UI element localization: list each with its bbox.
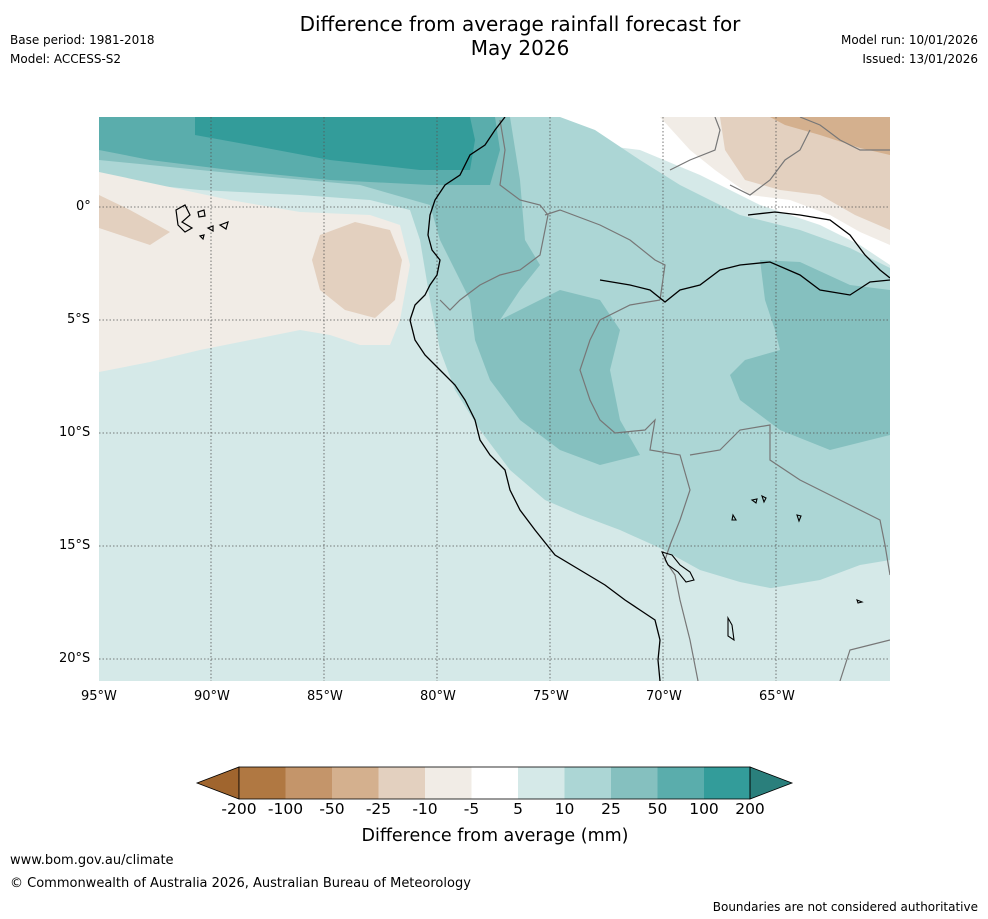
band-dry-ne-25-50 xyxy=(770,117,890,155)
galapagos-islands xyxy=(175,204,229,241)
lon-label-70w: 70°W xyxy=(646,689,682,704)
colorbar-tick: 50 xyxy=(647,800,668,818)
page-title: Difference from average rainfall forecas… xyxy=(0,12,988,60)
colorbar-bin-6 xyxy=(471,767,518,799)
issued-date: Issued: 13/01/2026 xyxy=(862,52,978,66)
band-dry-5-10 xyxy=(99,172,410,372)
colorbar-tick: -50 xyxy=(319,800,345,818)
lat-label-0: 0° xyxy=(76,199,91,214)
lon-label-95w: 95°W xyxy=(81,689,117,704)
colorbar-bin-11 xyxy=(704,767,750,799)
colorbar-low-extend xyxy=(195,766,240,800)
colorbar-tick: 200 xyxy=(735,800,765,818)
lakes xyxy=(660,494,864,642)
model-name: Model: ACCESS-S2 xyxy=(10,52,122,66)
colorbar-bin-5 xyxy=(425,767,472,799)
colorbar-tick: -25 xyxy=(365,800,392,818)
band-100-200-north xyxy=(195,117,475,170)
colorbar-tick: 100 xyxy=(689,800,719,818)
base-period: Base period: 1981-2018 xyxy=(10,33,155,47)
colorbar-tick: -200 xyxy=(221,800,257,818)
footer-disclaimer: Boundaries are not considered authoritat… xyxy=(712,900,978,914)
graticule xyxy=(99,117,890,681)
footer-url[interactable]: www.bom.gov.au/climate xyxy=(10,853,174,868)
lon-label-65w: 65°W xyxy=(759,689,795,704)
colorbar-bin-8 xyxy=(564,767,611,799)
band-dry-ne-10-25 xyxy=(720,117,890,230)
colorbar-bin-9 xyxy=(611,767,658,799)
colorbar-high-extend xyxy=(749,766,794,800)
lon-label-85w: 85°W xyxy=(307,689,343,704)
band-5-10-south xyxy=(700,560,890,660)
colorbar-bin-2 xyxy=(285,767,332,799)
band-25-50-north xyxy=(99,117,640,465)
colorbar-tick: -100 xyxy=(267,800,304,818)
lon-label-75w: 75°W xyxy=(533,689,569,704)
band-dry-10-25-b xyxy=(99,195,170,245)
model-run: Model run: 10/01/2026 xyxy=(840,33,978,47)
colorbar-bin-7 xyxy=(518,767,565,799)
colorbar-tick: -5 xyxy=(463,800,480,818)
colorbar-tick: 10 xyxy=(554,800,575,818)
map-shading xyxy=(99,117,890,681)
lat-label-15s: 15°S xyxy=(59,538,91,553)
colorbar-tick: 25 xyxy=(601,800,621,818)
colorbar-tick: 5 xyxy=(513,800,523,818)
footer-copyright: © Commonwealth of Australia 2026, Austra… xyxy=(10,876,471,891)
coastline xyxy=(409,117,890,681)
lat-label-5s: 5°S xyxy=(67,312,91,327)
lat-label-10s: 10°S xyxy=(59,425,91,440)
colorbar-bin-3 xyxy=(332,767,379,799)
colorbar-bin-4 xyxy=(378,767,425,799)
title-line-1: Difference from average rainfall forecas… xyxy=(299,12,741,36)
colorbar-tick: -10 xyxy=(412,800,438,818)
band-25-50-east xyxy=(730,260,890,450)
lon-label-90w: 90°W xyxy=(194,689,230,704)
band-dry-10-25-a xyxy=(312,222,402,318)
colorbar-bin-10 xyxy=(657,767,704,799)
lat-label-20s: 20°S xyxy=(59,651,91,666)
colorbar-title: Difference from average (mm) xyxy=(361,826,629,846)
lon-label-80w: 80°W xyxy=(420,689,456,704)
colorbar-bin-1 xyxy=(239,767,286,799)
colorbar xyxy=(195,766,794,800)
title-line-2: May 2026 xyxy=(470,36,570,60)
country-borders xyxy=(439,117,890,681)
